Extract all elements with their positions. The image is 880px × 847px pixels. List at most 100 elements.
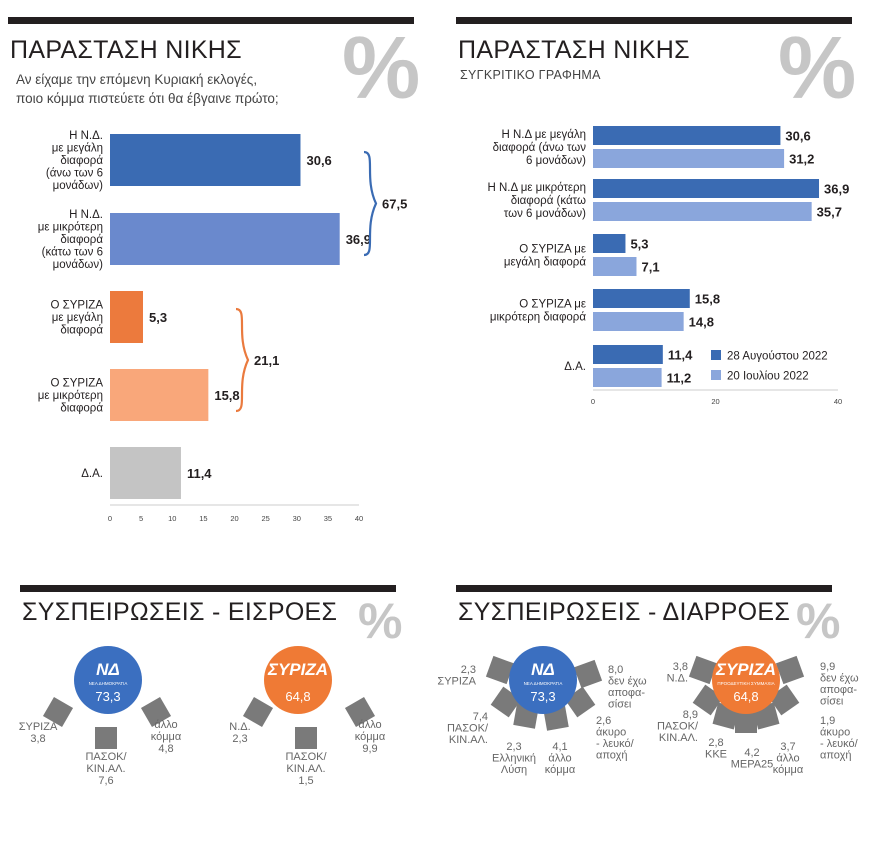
bar-category-3: Ο ΣΥΡΙΖΑ με μικρότερη διαφορά — [38, 378, 104, 415]
bar-category-4: Δ.Α. — [81, 468, 103, 480]
bracket-label-1: 21,1 — [254, 353, 279, 368]
bar-4 — [110, 447, 181, 499]
party-logo-p4-0 — [509, 646, 577, 714]
party-logo-p3-1 — [264, 646, 332, 714]
party-logo-caption-p4-0: ΝΕΑ ΔΗΜΟΚΡΑΤΙΑ — [524, 681, 563, 686]
bracket-0 — [363, 150, 378, 257]
flow-label-g1-5: 1,9 άκυρο - λευκό/αποχή — [820, 715, 859, 762]
category-3: Ο ΣΥΡΙΖΑ με μικρότερη διαφορά — [490, 299, 587, 324]
party-logo-text-p4-1: ΣΥΡΙΖΑ — [715, 660, 776, 679]
bar-value-1: 36,9 — [346, 232, 371, 247]
bar-3 — [110, 369, 209, 421]
legend-label-1: 20 Ιουλίου 2022 — [727, 371, 809, 383]
party-logo-caption-p3-0: ΝΕΑ ΔΗΜΟΚΡΑΤΙΑ — [89, 681, 128, 686]
legend-label-0: 28 Αυγούστου 2022 — [727, 351, 828, 363]
bar-value-s0-3: 15,8 — [695, 292, 720, 307]
flow-label-g0-5: 8,0 δεν έχω αποφα-σίσει — [608, 664, 647, 711]
category-1: Η Ν.Δ με μικρότερη διαφορά (κάτω των 6 μον… — [487, 182, 586, 220]
panel2-subtitle: ΣΥΓΚΡΙΤΙΚΟ ΓΡΑΦΗΜΑ — [460, 68, 601, 82]
x-tick-0: 0 — [108, 514, 112, 523]
bar-s1-1 — [593, 202, 812, 221]
x-tick-2: 40 — [834, 397, 842, 406]
bar-s0-0 — [593, 126, 781, 145]
party-logo-p3-0 — [74, 646, 142, 714]
flow-label-g0-0: ΣΥΡΙΖΑ 3,8 — [19, 721, 58, 745]
party-center-value-p4-0: 73,3 — [530, 689, 555, 704]
bracket-label-0: 67,5 — [382, 197, 407, 212]
party-center-value-p4-1: 64,8 — [733, 689, 758, 704]
party-logo-p4-1 — [712, 646, 780, 714]
party-logo-text-p3-0: ΝΔ — [96, 660, 120, 679]
chart-parastasi-nikis: 30,6 Η Ν.Δ. με μεγάλη διαφορά (άνω των 6 μονά… — [38, 130, 408, 523]
x-tick-3: 15 — [199, 514, 207, 523]
bar-value-s1-2: 7,1 — [641, 260, 659, 275]
flow-label-g0-4: 2,6 άκυρο - λευκό/αποχή — [596, 715, 635, 762]
x-tick-6: 30 — [293, 514, 301, 523]
flow-tile-g1-2 — [344, 696, 376, 728]
flow-label-g0-2: άλλο κόμμα 4,8 — [151, 719, 182, 755]
party-center-value-p3-0: 73,3 — [95, 689, 120, 704]
x-tick-8: 40 — [355, 514, 363, 523]
panel4-title: ΣΥΣΠΕΙΡΩΣΕΙΣ - ΔΙΑΡΡΟΕΣ — [458, 598, 791, 626]
party-logo-text-p4-0: ΝΔ — [531, 660, 555, 679]
flow-tile-g1-1 — [295, 727, 317, 749]
flow-label-g1-0: 3,8 Ν.Δ. — [667, 661, 688, 685]
bar-s1-2 — [593, 257, 637, 276]
category-0: Η Ν.Δ με μεγάλη διαφορά (άνω των 6 μονάδων… — [493, 129, 587, 167]
panel3-top-rule — [20, 585, 396, 592]
bar-value-s1-1: 35,7 — [817, 205, 842, 220]
flow-label-g1-1: ΠΑΣΟΚ/ΚΙΝ.ΑΛ. 1,5 — [285, 751, 327, 787]
flow-tile-g1-0 — [688, 655, 718, 685]
flow-tile-g0-0 — [485, 655, 515, 685]
flow-label-g0-3: 4,1 άλλο κόμμα — [545, 741, 576, 776]
legend-swatch-1 — [711, 370, 721, 380]
bar-s0-2 — [593, 234, 626, 253]
bar-value-2: 5,3 — [149, 310, 167, 325]
bar-2 — [110, 291, 143, 343]
bar-0 — [110, 134, 301, 186]
category-4: Δ.Α. — [564, 361, 586, 373]
category-2: Ο ΣΥΡΙΖΑ με μεγάλη διαφορά — [504, 244, 586, 269]
bar-value-s0-0: 30,6 — [785, 129, 810, 144]
flow-tile-g0-1 — [95, 727, 117, 749]
panel1-subtitle: Αν είχαμε την επόμενη Κυριακή εκλογές, π… — [16, 70, 279, 108]
bar-value-0: 30,6 — [306, 153, 331, 168]
bar-s1-0 — [593, 149, 785, 168]
flow-label-g1-0: Ν.Δ. 2,3 — [229, 721, 250, 745]
panel2-percent-sign: % — [778, 18, 857, 117]
party-logo-text-p3-1: ΣΥΡΙΖΑ — [267, 660, 328, 679]
panel1-title: ΠΑΡΑΣΤΑΣΗ ΝΙΚΗΣ — [10, 36, 242, 64]
x-tick-0: 0 — [591, 397, 595, 406]
panel4-top-rule — [456, 585, 832, 592]
flow-tile-g1-3 — [735, 711, 757, 733]
panel1-top-rule — [8, 17, 414, 24]
flow-label-g1-4: 3,7 άλλο κόμμα — [773, 741, 804, 776]
bar-s1-3 — [593, 312, 684, 331]
flow-label-g1-2: 2,8 ΚΚΕ — [705, 737, 727, 761]
x-tick-1: 20 — [711, 397, 719, 406]
bar-1 — [110, 213, 340, 265]
bar-value-s0-4: 11,4 — [668, 348, 693, 363]
panel1-subtitle-line1: Αν είχαμε την επόμενη Κυριακή εκλογές, — [16, 72, 258, 87]
flow-label-g0-1: 7,4 ΠΑΣΟΚ/ΚΙΝ.ΑΛ. — [447, 711, 489, 746]
bar-s0-4 — [593, 345, 663, 364]
bar-value-s1-3: 14,8 — [689, 315, 714, 330]
x-tick-7: 35 — [324, 514, 332, 523]
panel3-title: ΣΥΣΠΕΙΡΩΣΕΙΣ - ΕΙΣΡΟΕΣ — [22, 598, 338, 626]
x-tick-2: 10 — [168, 514, 176, 523]
bar-category-1: Η Ν.Δ. με μικρότερη διαφορά (κάτω των 6 μονά… — [38, 209, 104, 271]
party-center-value-p3-1: 64,8 — [285, 689, 310, 704]
x-tick-5: 25 — [261, 514, 269, 523]
panel4-percent-sign: % — [796, 593, 841, 649]
flow-label-g0-0: 2,3 ΣΥΡΙΖΑ — [437, 664, 476, 688]
bar-category-0: Η Ν.Δ. με μεγάλη διαφορά (άνω των 6 μονάδων) — [46, 130, 103, 192]
bar-value-4: 11,4 — [187, 466, 212, 481]
bar-value-3: 15,8 — [214, 388, 239, 403]
bracket-1 — [235, 307, 250, 413]
bar-s0-3 — [593, 289, 690, 308]
flow-tile-g0-0 — [42, 696, 74, 728]
bar-value-s0-2: 5,3 — [630, 237, 648, 252]
bar-value-s0-1: 36,9 — [824, 182, 849, 197]
x-tick-4: 20 — [230, 514, 238, 523]
chart-sygkritiko: Η Ν.Δ με μεγάλη διαφορά (άνω των 6 μονάδων… — [487, 126, 849, 406]
